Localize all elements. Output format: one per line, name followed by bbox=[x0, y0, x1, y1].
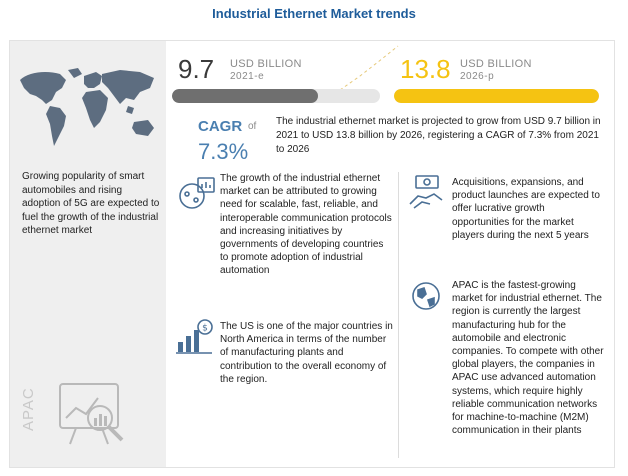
world-map-icon bbox=[20, 68, 154, 146]
page-title: Industrial Ethernet Market trends bbox=[212, 6, 416, 21]
column-divider bbox=[398, 172, 399, 458]
insight-us-market: The US is one of the major countries in … bbox=[220, 321, 393, 385]
cagr-label: CAGR bbox=[198, 118, 243, 135]
cagr-value: 7.3% bbox=[198, 139, 249, 164]
insight-growth-drivers: The growth of the industrial ethernet ma… bbox=[220, 173, 392, 277]
handshake-money-icon bbox=[409, 175, 443, 209]
end-value: 13.8 bbox=[400, 54, 451, 84]
money-growth-icon: $ bbox=[176, 319, 213, 354]
start-bar bbox=[172, 89, 380, 103]
start-unit: USD BILLION bbox=[230, 58, 302, 70]
end-unit: USD BILLION bbox=[460, 58, 532, 70]
start-bar-fill bbox=[172, 89, 318, 103]
cagr-of-text: of bbox=[248, 121, 257, 132]
start-year: 2021-e bbox=[230, 71, 265, 82]
svg-text:$: $ bbox=[202, 324, 208, 334]
start-value: 9.7 bbox=[178, 54, 215, 84]
market-summary: The industrial ethernet market is projec… bbox=[276, 116, 601, 155]
region-label: APAC bbox=[20, 387, 37, 431]
insight-opportunities: Acquisitions, expansions, and product la… bbox=[452, 177, 600, 241]
end-bar bbox=[394, 89, 599, 103]
globe-pin-icon bbox=[412, 282, 440, 310]
insight-apac: APAC is the fastest-growing market for i… bbox=[452, 280, 604, 437]
decorative-trend-line bbox=[300, 45, 399, 103]
end-year: 2026-p bbox=[460, 71, 495, 82]
end-bar-fill bbox=[394, 89, 599, 103]
network-protocol-icon bbox=[179, 177, 215, 209]
left-panel-description: Growing popularity of smart automobiles … bbox=[22, 171, 160, 236]
magnifier-chart-icon bbox=[59, 383, 124, 445]
